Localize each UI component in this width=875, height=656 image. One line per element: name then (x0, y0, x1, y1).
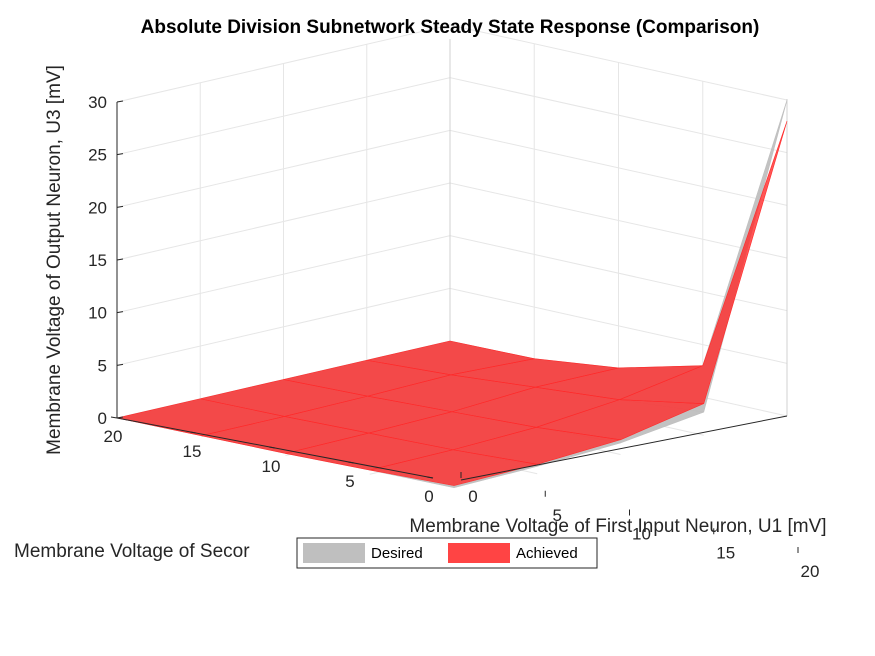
z-tick-label: 15 (88, 251, 107, 270)
x-tick-label: 15 (716, 543, 735, 562)
z-tick-label: 30 (88, 93, 107, 112)
x-tick-label: 5 (553, 506, 562, 525)
legend: Desired Achieved (296, 537, 598, 569)
z-tick-mark (116, 205, 124, 208)
y-tick-mark (268, 446, 276, 449)
y-tick-label: 10 (262, 457, 281, 476)
z-tick-mark (116, 153, 124, 156)
z-axis-label: Membrane Voltage of Output Neuron, U3 [m… (44, 65, 65, 455)
u1-axis-line (460, 415, 788, 481)
x-tick-label: 0 (468, 487, 477, 506)
legend-swatch-achieved (448, 543, 510, 563)
z-tick-label: 10 (88, 304, 107, 323)
y-tick-mark (426, 476, 434, 479)
y-tick-mark (110, 416, 118, 419)
x-axis-label: Membrane Voltage of First Input Neuron, … (409, 516, 826, 537)
z-tick-mark (116, 363, 124, 366)
chart-title: Absolute Division Subnetwork Steady Stat… (141, 17, 760, 38)
surface-achieved (116, 120, 788, 486)
y-tick-mark (189, 431, 197, 434)
z-tick-label: 0 (98, 409, 107, 428)
z-tick-mark (116, 100, 124, 103)
z-tick-mark (116, 258, 124, 261)
y-tick-label: 20 (104, 427, 123, 446)
legend-label-achieved: Achieved (516, 545, 578, 562)
z-tick-mark (116, 416, 124, 419)
x-tick-label: 10 (632, 525, 651, 544)
surfaces (116, 99, 788, 489)
surface-patch (366, 340, 535, 376)
y-tick-label: 0 (424, 487, 433, 506)
z-tick-label: 25 (88, 146, 107, 165)
y-tick-mark (347, 461, 355, 464)
z-tick-label: 5 (98, 356, 107, 375)
x-tick-label: 20 (801, 562, 820, 581)
legend-label-desired: Desired (371, 545, 423, 562)
grid-line-z (116, 24, 788, 103)
y-axis-label: Membrane Voltage of Secor (14, 541, 250, 562)
y-tick-label: 15 (183, 442, 202, 461)
legend-swatch-desired (303, 543, 365, 563)
z-tick-mark (116, 311, 124, 314)
y-tick-label: 5 (345, 472, 354, 491)
z-tick-label: 20 (88, 198, 107, 217)
